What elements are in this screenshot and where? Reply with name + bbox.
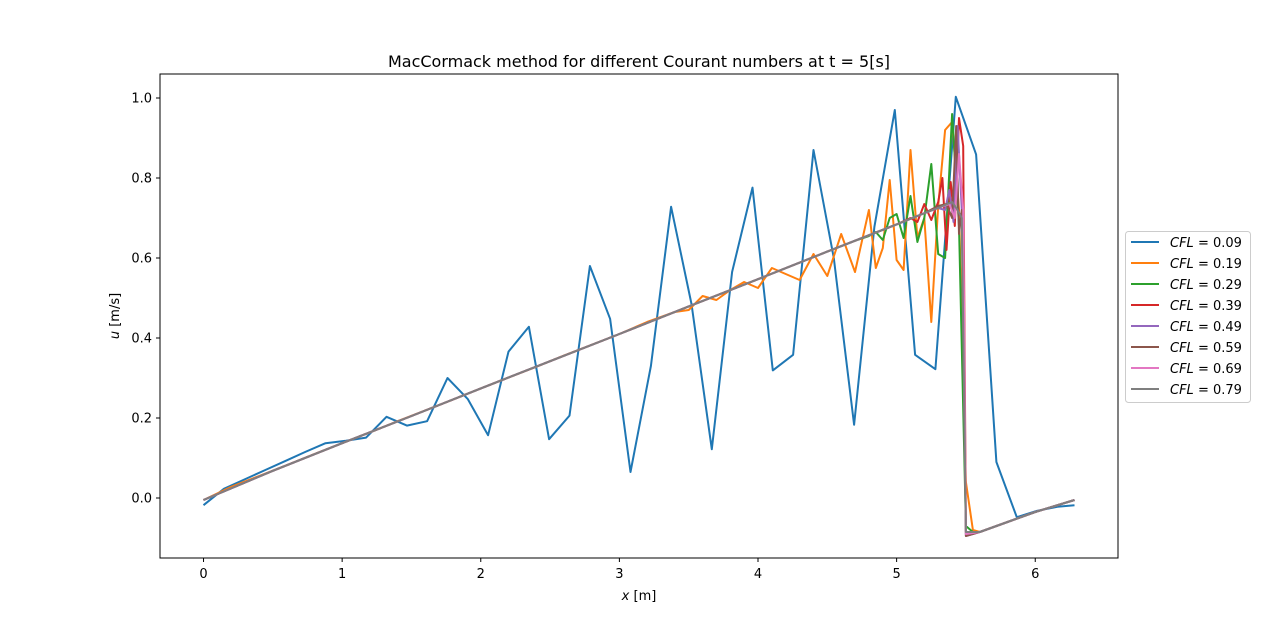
legend-label: CFL = 0.29 (1170, 278, 1242, 293)
legend-var: CFL (1170, 257, 1194, 272)
y-axis-label-unit: [m/s] (108, 293, 123, 331)
x-tick-label: 6 (1031, 567, 1039, 582)
y-axis: 0.0 0.2 0.4 0.6 0.8 1.0 (131, 92, 160, 507)
legend-label: CFL = 0.79 (1170, 383, 1242, 398)
x-axis-label-unit: [m] (629, 589, 656, 604)
x-tick-label: 3 (615, 567, 623, 582)
y-tick-label: 0.4 (131, 332, 152, 347)
legend-var: CFL (1170, 341, 1194, 356)
y-axis-label-var: u (108, 331, 123, 339)
legend-value: = 0.29 (1194, 278, 1242, 293)
legend-var: CFL (1170, 236, 1194, 251)
legend-value: = 0.59 (1194, 341, 1242, 356)
legend-value: = 0.39 (1194, 299, 1242, 314)
y-tick-label: 0.6 (131, 252, 152, 267)
x-axis: 0 1 2 3 4 5 6 (199, 558, 1039, 582)
legend-label: CFL = 0.69 (1170, 362, 1242, 377)
y-tick-label: 0.8 (131, 172, 152, 187)
legend-box (1125, 231, 1251, 403)
legend-value: = 0.19 (1194, 257, 1242, 272)
legend-value: = 0.09 (1194, 236, 1242, 251)
legend-value: = 0.49 (1194, 320, 1242, 335)
x-axis-label-var: x (621, 589, 630, 604)
y-tick-label: 0.2 (131, 412, 152, 427)
y-tick-label: 0.0 (131, 492, 152, 507)
legend-var: CFL (1170, 362, 1194, 377)
y-tick-label: 1.0 (131, 92, 152, 107)
x-tick-label: 1 (338, 567, 346, 582)
legend-var: CFL (1170, 299, 1194, 314)
legend-label: CFL = 0.49 (1170, 320, 1242, 335)
legend-value: = 0.69 (1194, 362, 1242, 377)
series-line-cfl-0-79 (203, 201, 1075, 533)
x-tick-label: 4 (754, 567, 762, 582)
legend-var: CFL (1170, 320, 1194, 335)
chart-title: MacCormack method for different Courant … (388, 52, 890, 71)
legend-label: CFL = 0.19 (1170, 257, 1242, 272)
plot-frame (159, 73, 1119, 559)
x-tick-label: 0 (199, 567, 207, 582)
x-tick-label: 2 (477, 567, 485, 582)
x-tick-label: 5 (892, 567, 900, 582)
y-axis-label: u [m/s] (108, 293, 123, 339)
legend-label: CFL = 0.09 (1170, 236, 1242, 251)
legend-var: CFL (1170, 278, 1194, 293)
legend-label: CFL = 0.59 (1170, 341, 1242, 356)
x-axis-label: x [m] (621, 589, 657, 604)
legend-value: = 0.79 (1194, 383, 1242, 398)
legend-var: CFL (1170, 383, 1194, 398)
legend-label: CFL = 0.39 (1170, 299, 1242, 314)
plot-series (202, 95, 1075, 537)
